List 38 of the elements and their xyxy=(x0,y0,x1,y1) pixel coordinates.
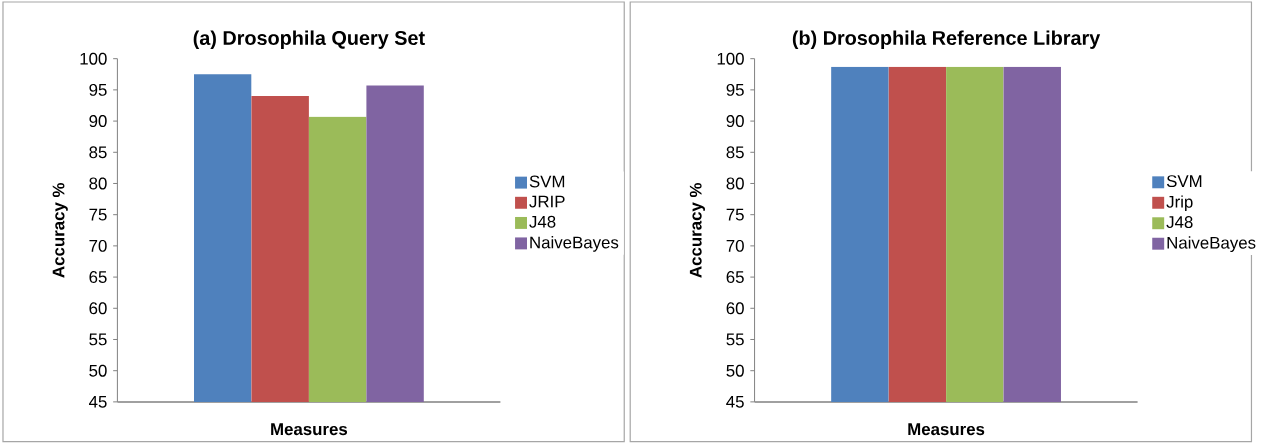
y-tick-label: 95 xyxy=(726,84,744,97)
y-tick-label: 90 xyxy=(726,115,744,128)
y-tick-label: 55 xyxy=(89,333,107,346)
y-tick-label: 95 xyxy=(89,84,107,97)
legend-label: NaiveBayes xyxy=(530,236,619,252)
y-tick-label: 65 xyxy=(89,271,107,284)
y-tick-label: 50 xyxy=(89,364,107,377)
y-tick-label: 75 xyxy=(89,208,107,221)
x-axis-title: Measures xyxy=(271,423,348,436)
legend-label: JRIP xyxy=(529,195,565,208)
y-tick-label: 65 xyxy=(726,271,744,284)
y-tick-label: 100 xyxy=(717,52,744,65)
x-axis-title: Measures xyxy=(908,423,985,436)
y-tick-label: 50 xyxy=(726,364,744,377)
y-tick-label: 85 xyxy=(89,146,107,159)
legend-label: J48 xyxy=(529,215,556,228)
y-tick-label: 45 xyxy=(89,396,107,408)
y-tick-label: 75 xyxy=(726,208,744,221)
y-tick-label: 70 xyxy=(726,240,744,253)
y-tick-label: 45 xyxy=(726,396,744,408)
legend-label: Jrip xyxy=(1166,195,1193,212)
y-tick-label: 60 xyxy=(89,302,107,315)
legend-label: J48 xyxy=(1166,216,1193,229)
legend-label: NaiveBayes xyxy=(1167,236,1256,253)
y-axis-title: Accuracy % xyxy=(689,183,705,278)
chart-title: (b) Drosophila Reference Library xyxy=(792,30,1101,50)
y-tick-label: 85 xyxy=(726,146,744,159)
y-tick-label: 60 xyxy=(726,302,744,315)
y-tick-label: 100 xyxy=(80,52,107,65)
y-tick-label: 70 xyxy=(89,240,107,253)
chart-title: (a) Drosophila Query Set xyxy=(193,30,425,50)
y-tick-label: 80 xyxy=(726,177,744,190)
y-tick-label: 55 xyxy=(726,333,744,346)
y-axis-title: Accuracy % xyxy=(52,183,68,278)
y-tick-label: 90 xyxy=(89,115,107,128)
legend-label: SVM xyxy=(529,175,565,188)
legend-label: SVM xyxy=(1166,175,1202,188)
y-tick-label: 80 xyxy=(89,177,107,190)
